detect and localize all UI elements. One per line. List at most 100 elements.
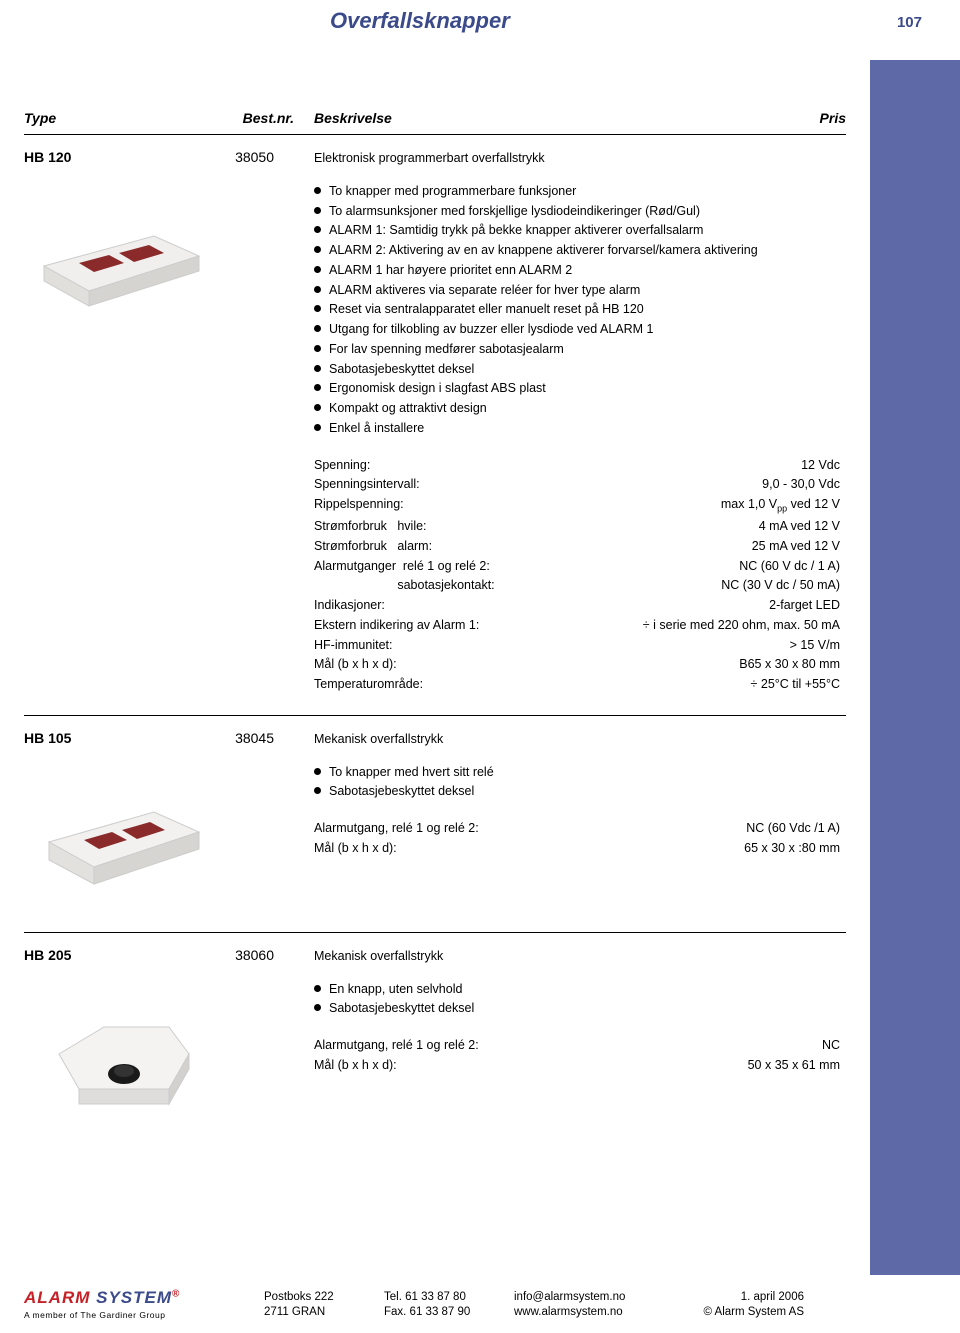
bullet-dot-icon (314, 187, 321, 194)
spec-value: 4 mA ved 12 V (554, 517, 846, 536)
product-image (24, 772, 224, 912)
bullet-dot-icon (314, 985, 321, 992)
spec-label: Spenningsintervall: (314, 475, 554, 494)
bullet-dot-icon (314, 1004, 321, 1011)
footer-address: Postboks 222 2711 GRAN (264, 1291, 384, 1318)
bullet-item: Reset via sentralapparatet eller manuelt… (314, 300, 846, 319)
page-number: 107 (897, 14, 922, 31)
spec-label: Mål (b x h x d): (314, 655, 554, 674)
bullet-text: Utgang for tilkobling av buzzer eller ly… (329, 320, 653, 339)
device-two-button-icon (24, 782, 224, 902)
bullet-item: En knapp, uten selvhold (314, 980, 846, 999)
product-type: HB 205 (24, 947, 164, 963)
spec-label: HF-immunitet: (314, 636, 554, 655)
spec-list: Alarmutgang, relé 1 og relé 2:NC (60 Vdc… (314, 819, 846, 858)
spec-row: Temperaturområde:÷ 25°C til +55°C (314, 675, 846, 694)
product-title: Elektronisk programmerbart overfallstryk… (314, 149, 846, 168)
bullet-list: To knapper med programmerbare funksjoner… (314, 182, 846, 438)
product-title: Mekanisk overfallstrykk (314, 947, 846, 966)
bullet-dot-icon (314, 226, 321, 233)
spec-label: Strømforbruk hvile: (314, 517, 554, 536)
product-left-column: HB 120 38050 (24, 149, 314, 695)
bullet-dot-icon (314, 325, 321, 332)
spec-value: NC (30 V dc / 50 mA) (554, 576, 846, 595)
bullet-dot-icon (314, 286, 321, 293)
spec-value: 12 Vdc (554, 456, 846, 475)
bullet-text: Enkel å installere (329, 419, 424, 438)
spec-row: Indikasjoner:2-farget LED (314, 596, 846, 615)
bullet-item: ALARM aktiveres via separate reléer for … (314, 281, 846, 300)
device-two-button-icon (24, 201, 224, 321)
spec-row: Alarmutgang, relé 1 og relé 2:NC (60 Vdc… (314, 819, 846, 838)
header-type: Type (24, 110, 164, 126)
spec-row: Strømforbruk hvile:4 mA ved 12 V (314, 517, 846, 536)
bullet-item: Utgang for tilkobling av buzzer eller ly… (314, 320, 846, 339)
spec-row: Alarmutgang, relé 1 og relé 2:NC (314, 1036, 846, 1055)
spec-value: B65 x 30 x 80 mm (554, 655, 846, 674)
product-row: HB 105 38045 Mekanisk overfallstrykk To … (24, 716, 846, 933)
bullet-dot-icon (314, 345, 321, 352)
bullet-text: Sabotasjebeskyttet deksel (329, 999, 474, 1018)
spec-label: sabotasjekontakt: (314, 576, 554, 595)
bullet-dot-icon (314, 384, 321, 391)
spec-label: Alarmutgang, relé 1 og relé 2: (314, 1036, 554, 1055)
bullet-text: For lav spenning medfører sabotasjealarm (329, 340, 564, 359)
header-beskrivelse: Beskrivelse (314, 110, 796, 126)
footer-addr2: 2711 GRAN (264, 1306, 384, 1318)
spec-label: Temperaturområde: (314, 675, 554, 694)
bullet-list: To knapper med hvert sitt reléSabotasjeb… (314, 763, 846, 802)
page-footer: ALARM SYSTEM® A member of The Gardiner G… (0, 1275, 960, 1333)
product-bestnr: 38060 (164, 947, 294, 963)
bullet-dot-icon (314, 404, 321, 411)
product-image (24, 191, 224, 331)
bullet-text: To alarmsunksjoner med forskjellige lysd… (329, 202, 700, 221)
footer-mail2: www.alarmsystem.no (514, 1306, 674, 1318)
spec-value: ÷ i serie med 220 ohm, max. 50 mA (554, 616, 846, 635)
bullet-item: Ergonomisk design i slagfast ABS plast (314, 379, 846, 398)
bullet-text: To knapper med programmerbare funksjoner (329, 182, 576, 201)
spec-value: 25 mA ved 12 V (554, 537, 846, 556)
footer-mail: info@alarmsystem.no www.alarmsystem.no (514, 1291, 674, 1318)
bullet-item: Sabotasjebeskyttet deksel (314, 999, 846, 1018)
bullet-text: ALARM 2: Aktivering av en av knappene ak… (329, 241, 758, 260)
bullet-item: To alarmsunksjoner med forskjellige lysd… (314, 202, 846, 221)
bullet-text: Ergonomisk design i slagfast ABS plast (329, 379, 546, 398)
footer-date1: 1. april 2006 (674, 1291, 804, 1303)
footer-logo: ALARM SYSTEM® A member of The Gardiner G… (24, 1288, 264, 1320)
header-pris: Pris (796, 110, 846, 126)
brand-tagline: A member of The Gardiner Group (24, 1310, 264, 1320)
spec-row: Strømforbruk alarm:25 mA ved 12 V (314, 537, 846, 556)
bullet-dot-icon (314, 305, 321, 312)
bullet-item: ALARM 2: Aktivering av en av knappene ak… (314, 241, 846, 260)
header-bestnr: Best.nr. (164, 110, 314, 126)
product-left-column: HB 105 38045 (24, 730, 314, 912)
product-type: HB 120 (24, 149, 164, 165)
product-row: HB 120 38050 Elektronisk programmerbart … (24, 135, 846, 716)
spec-row: Mål (b x h x d):50 x 35 x 61 mm (314, 1056, 846, 1075)
spec-row: Spenning:12 Vdc (314, 456, 846, 475)
bullet-text: Sabotasjebeskyttet deksel (329, 782, 474, 801)
product-bestnr: 38050 (164, 149, 294, 165)
bullet-item: To knapper med hvert sitt relé (314, 763, 846, 782)
spec-value: 65 x 30 x :80 mm (554, 839, 846, 858)
bullet-dot-icon (314, 787, 321, 794)
spec-list: Alarmutgang, relé 1 og relé 2:NCMål (b x… (314, 1036, 846, 1075)
brand-system: SYSTEM (96, 1288, 172, 1307)
device-single-button-icon (24, 999, 224, 1119)
spec-row: Spenningsintervall:9,0 - 30,0 Vdc (314, 475, 846, 494)
bullet-item: Sabotasjebeskyttet deksel (314, 782, 846, 801)
bullet-item: To knapper med programmerbare funksjoner (314, 182, 846, 201)
footer-tel2: Fax. 61 33 87 90 (384, 1306, 514, 1318)
bullet-dot-icon (314, 207, 321, 214)
spec-label: Alarmutganger relé 1 og relé 2: (314, 557, 554, 576)
spec-value: > 15 V/m (554, 636, 846, 655)
product-row: HB 205 38060 Mekanisk overfallstrykk En … (24, 933, 846, 1149)
page-header: Overfallsknapper 107 (0, 0, 960, 60)
product-left-column: HB 205 38060 (24, 947, 314, 1129)
bullet-item: Enkel å installere (314, 419, 846, 438)
bullet-item: For lav spenning medfører sabotasjealarm (314, 340, 846, 359)
bullet-item: Sabotasjebeskyttet deksel (314, 360, 846, 379)
spec-value: 50 x 35 x 61 mm (554, 1056, 846, 1075)
bullet-dot-icon (314, 365, 321, 372)
spec-label: Spenning: (314, 456, 554, 475)
